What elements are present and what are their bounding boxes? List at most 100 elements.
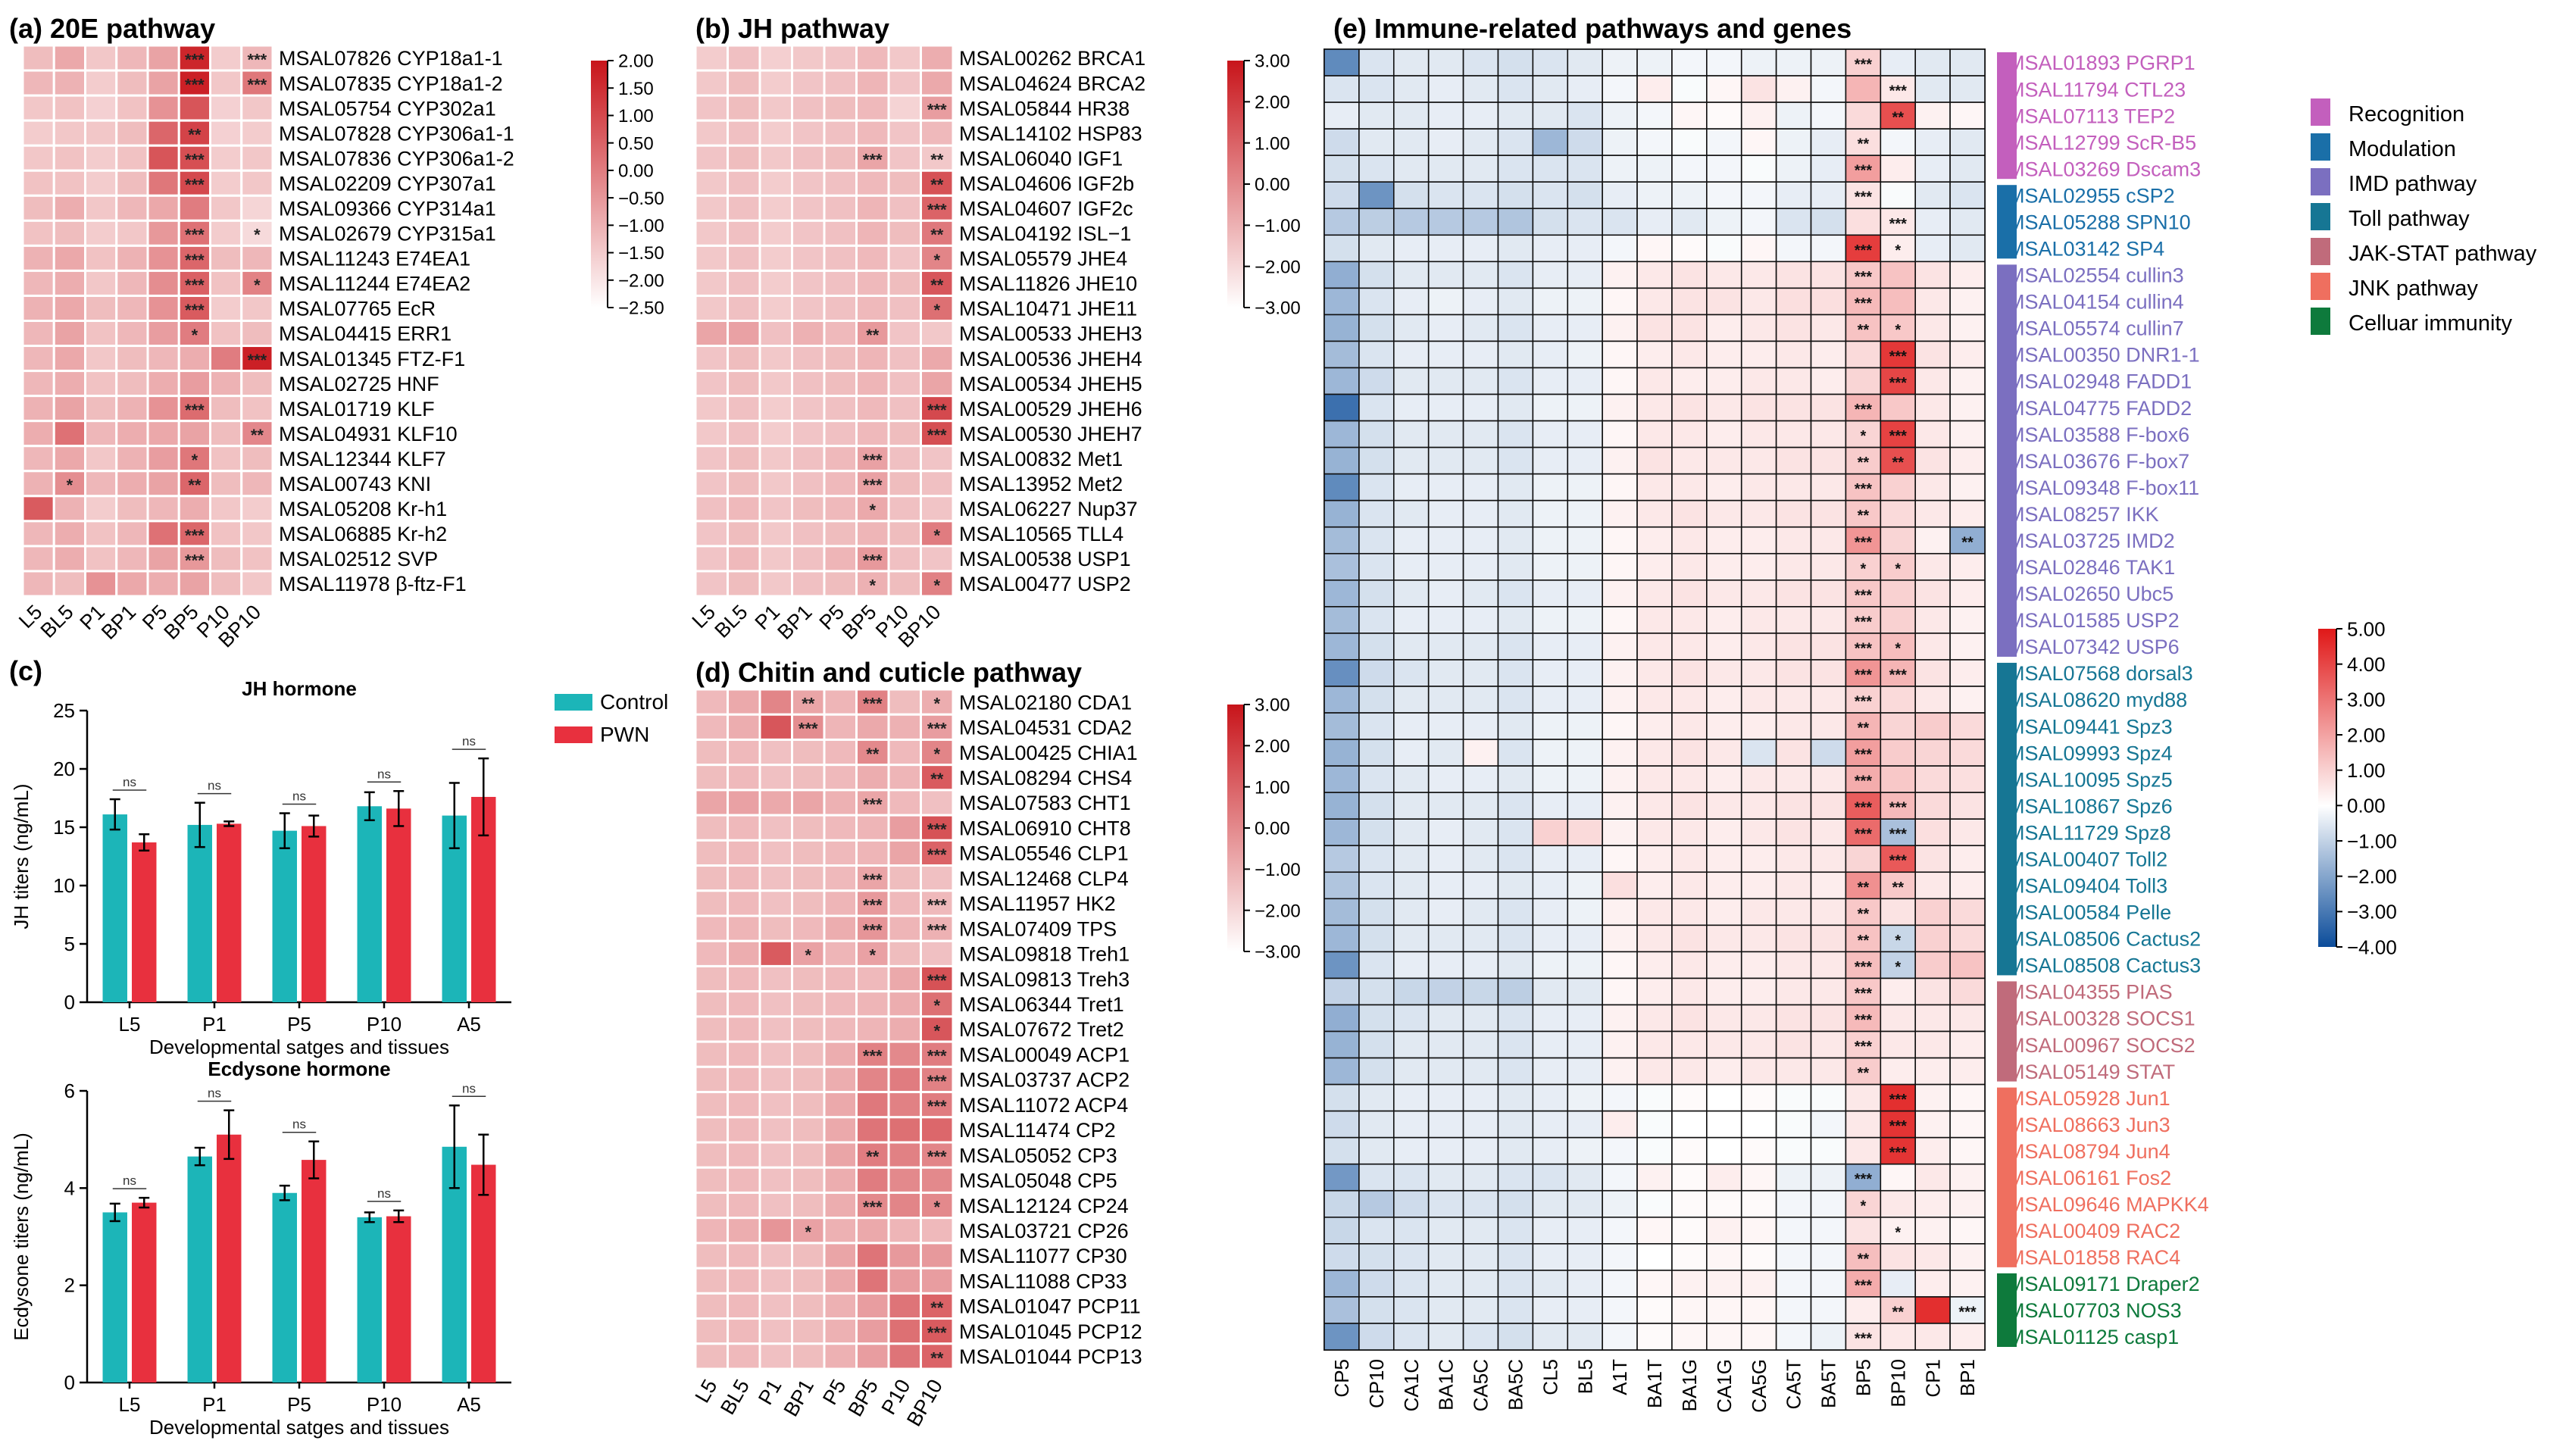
- heat-cell: [1497, 924, 1534, 953]
- heat-cell: [1567, 1136, 1603, 1165]
- heat-cell: [1532, 234, 1569, 263]
- heat-cell: [1810, 446, 1847, 475]
- bar: [471, 1164, 496, 1383]
- heat-cell: [84, 345, 118, 373]
- heat-cell: [920, 1116, 955, 1144]
- column-label: A1T: [1608, 1359, 1631, 1395]
- heat-cell: [1358, 1243, 1395, 1271]
- heat-cell: [1324, 155, 1360, 183]
- heat-cell: [1497, 128, 1534, 156]
- legend-label: Recognition: [2349, 102, 2464, 127]
- heat-cell: [1462, 977, 1499, 1006]
- heat-cell: [1358, 712, 1395, 740]
- heat-cell: [1602, 765, 1638, 793]
- heat-cell: [823, 1242, 858, 1270]
- heat-cell: [146, 545, 180, 573]
- heat-cell: [727, 520, 761, 548]
- heat-cell: [1462, 951, 1499, 980]
- heat-cell: [1567, 552, 1603, 581]
- row-label: MSAL08663 Jun3: [2008, 1114, 2170, 1136]
- heat-cell: [1671, 102, 1708, 130]
- heat-cell: [1358, 606, 1395, 634]
- significance-mark: **: [866, 745, 880, 764]
- heat-cell: [1324, 340, 1360, 369]
- heat-cell: [1532, 75, 1569, 103]
- heat-cell: [1810, 1296, 1847, 1324]
- heat-cell: [1740, 1030, 1777, 1059]
- heat-cell: [920, 320, 955, 348]
- column-label: BA5C: [1505, 1359, 1527, 1411]
- heat-cell: [1602, 1243, 1638, 1271]
- heat-cell: [758, 1065, 793, 1094]
- heat-cell: [823, 789, 858, 817]
- heat-cell: [21, 570, 55, 598]
- heat-cell: [1602, 155, 1638, 183]
- heat-cell: [146, 294, 180, 323]
- row-label: MSAL09441 Spz3: [2008, 715, 2173, 738]
- heat-cell: [727, 44, 761, 72]
- heat-cell: [1602, 633, 1638, 661]
- heat-cell: [1567, 102, 1603, 130]
- heat-cell: [791, 764, 826, 792]
- column-label: CA5G: [1748, 1359, 1770, 1413]
- heat-cell: [694, 520, 729, 548]
- heat-cell: [727, 1015, 761, 1043]
- heat-cell: [727, 688, 761, 716]
- heat-cell: [694, 914, 729, 942]
- heat-cell: [1427, 314, 1464, 342]
- significance-mark: ***: [1889, 216, 1908, 233]
- heat-cell: [758, 814, 793, 842]
- heat-cell: [1706, 552, 1742, 581]
- heat-cell: [1358, 792, 1395, 820]
- heat-cell: [1949, 234, 1986, 263]
- heat-cell: [1775, 845, 1812, 873]
- heat-cell: [1602, 181, 1638, 210]
- heat-cell: [1392, 181, 1430, 210]
- heat-cell: [1324, 1163, 1360, 1192]
- heat-cell: [1602, 102, 1638, 130]
- heat-cell: [1775, 420, 1812, 448]
- row-label: MSAL05754 CYP302a1: [279, 97, 496, 120]
- heat-cell: [1810, 526, 1847, 555]
- colorbar-tick-label: 1.00: [1255, 133, 1290, 154]
- heat-cell: [1775, 499, 1812, 528]
- heat-cell: [1775, 1216, 1812, 1245]
- heat-cell: [1358, 314, 1395, 342]
- heat-cell: [1810, 287, 1847, 316]
- heat-cell: [1706, 1270, 1742, 1298]
- significance-mark: *: [869, 501, 876, 520]
- heat-cell: [1602, 606, 1638, 634]
- significance-mark: ***: [1889, 1118, 1908, 1135]
- heat-cell: [1392, 1189, 1430, 1218]
- row-label: MSAL04415 ERR1: [279, 323, 452, 345]
- colorbar-tick-label: −0.50: [618, 189, 664, 209]
- heat-cell: [1810, 765, 1847, 793]
- heat-cell: [1532, 951, 1569, 980]
- colorbar-tick-label: −1.00: [618, 216, 664, 236]
- heat-cell: [115, 370, 149, 398]
- heat-cell: [694, 545, 729, 573]
- chart-title: Ecdysone hormone: [208, 1058, 390, 1080]
- heat-cell: [727, 219, 761, 247]
- x-tick-label: L5: [119, 1393, 141, 1416]
- row-label: MSAL11244 E74EA2: [279, 273, 470, 295]
- heat-cell: [1602, 234, 1638, 263]
- heat-cell: [209, 320, 243, 348]
- heat-cell: [694, 470, 729, 498]
- heat-cell: [1740, 1057, 1777, 1086]
- heat-cell: [823, 889, 858, 917]
- heat-cell: [1532, 102, 1569, 130]
- heat-cell: [887, 1242, 922, 1270]
- bar: [357, 1217, 382, 1383]
- bar: [272, 1192, 297, 1383]
- heat-cell: [52, 570, 86, 598]
- row-label: MSAL07765 EcR: [279, 298, 436, 320]
- heat-cell: [1324, 473, 1360, 501]
- heat-cell: [1810, 924, 1847, 953]
- heat-cell: [791, 789, 826, 817]
- heat-cell: [727, 1217, 761, 1245]
- heat-cell: [209, 545, 243, 573]
- heat-cell: [146, 570, 180, 598]
- heat-cell: [1810, 1030, 1847, 1059]
- heat-cell: [1671, 1189, 1708, 1218]
